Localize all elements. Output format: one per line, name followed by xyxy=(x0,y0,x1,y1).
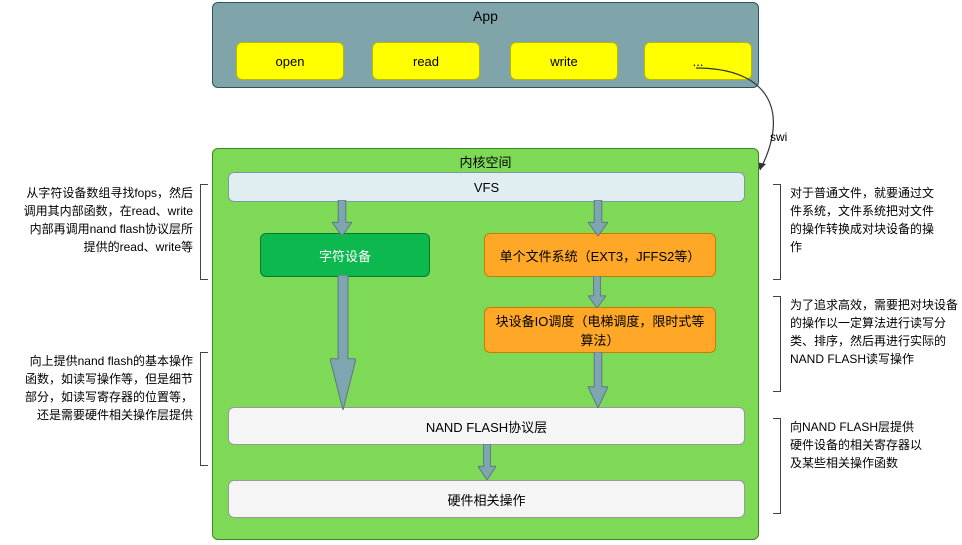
annotation-a2: 向上提供nand flash的基本操作函数，如读写操作等，但是细节部分，如读写寄… xyxy=(18,352,193,424)
flow-arrow-2 xyxy=(330,275,356,410)
hardware-box: 硬件相关操作 xyxy=(228,480,745,518)
annotation-a4: 为了追求高效，需要把对块设备的操作以一定算法进行读写分类、排序，然后再进行实际的… xyxy=(790,296,958,368)
vfs-box: VFS xyxy=(228,172,745,202)
app-title: App xyxy=(212,8,759,24)
bracket-a4 xyxy=(773,296,781,392)
app-item-open: open xyxy=(236,42,344,80)
bracket-a2 xyxy=(200,352,208,466)
flow-arrow-0 xyxy=(332,200,352,236)
app-item-write: write xyxy=(510,42,618,80)
flow-arrow-1 xyxy=(588,200,608,236)
bracket-a5 xyxy=(773,418,781,514)
filesystem-box: 单个文件系统（EXT3，JFFS2等） xyxy=(484,233,716,277)
flow-arrow-3 xyxy=(588,276,606,308)
bracket-a3 xyxy=(773,184,781,280)
app-item-read: read xyxy=(372,42,480,80)
swi-label: swi xyxy=(770,128,787,146)
flow-arrow-4 xyxy=(588,352,608,408)
nand-protocol-box: NAND FLASH协议层 xyxy=(228,407,745,445)
annotation-a5: 向NAND FLASH层提供硬件设备的相关寄存器以及某些相关操作函数 xyxy=(790,418,925,472)
annotation-a1: 从字符设备数组寻找fops，然后调用其内部函数，在read、write内部再调用… xyxy=(18,184,193,256)
annotation-a3: 对于普通文件，就要通过文件系统，文件系统把对文件的操作转换成对块设备的操作 xyxy=(790,184,945,256)
iosched-box: 块设备IO调度（电梯调度，限时式等算法） xyxy=(484,307,716,353)
kernel-title: 内核空间 xyxy=(212,152,759,171)
bracket-a1 xyxy=(200,184,208,280)
chardev-box: 字符设备 xyxy=(260,233,430,277)
flow-arrow-5 xyxy=(478,444,496,480)
